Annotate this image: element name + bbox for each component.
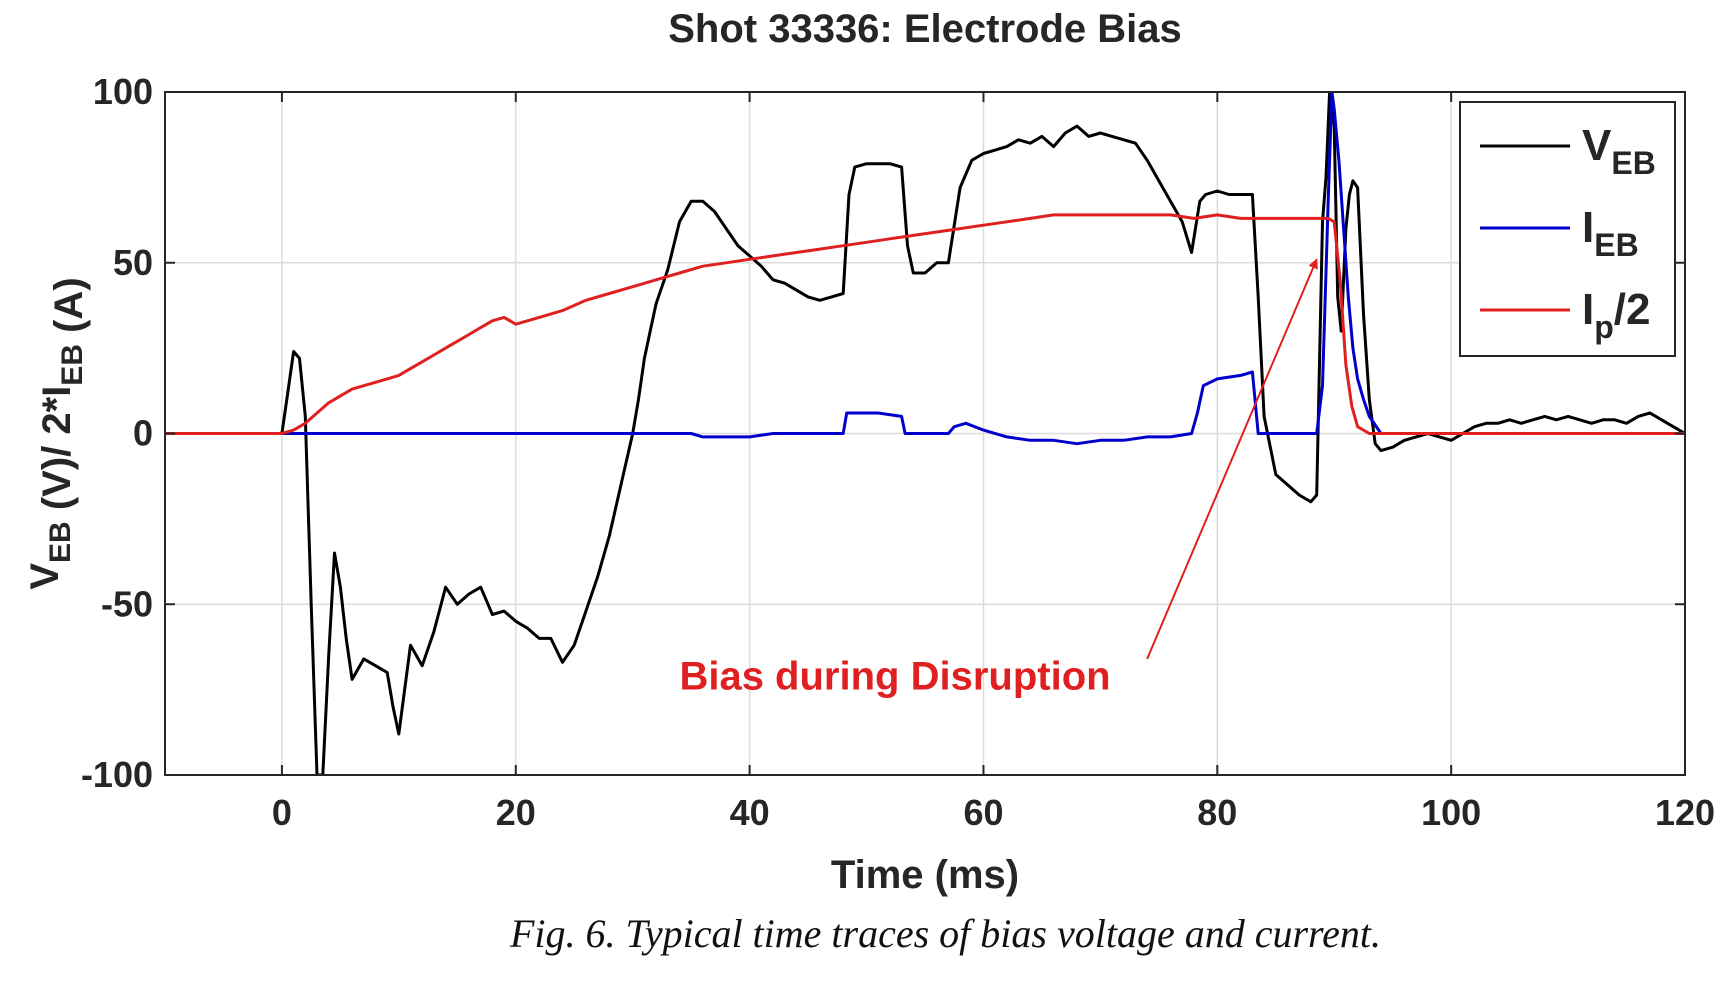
y-tick-label: -100 bbox=[81, 754, 153, 795]
series-line-ieb bbox=[165, 92, 1685, 446]
legend-label-subscript: p bbox=[1594, 309, 1614, 345]
x-axis-label: Time (ms) bbox=[831, 853, 1019, 897]
legend-label-veb: VEB bbox=[1582, 121, 1656, 181]
x-tick-label: 40 bbox=[730, 792, 770, 833]
x-tick-label: 120 bbox=[1655, 792, 1715, 833]
x-tick-label: 60 bbox=[963, 792, 1003, 833]
legend-label-main: I bbox=[1582, 203, 1594, 252]
y-tick-label: 50 bbox=[113, 242, 153, 283]
legend-label-subscript: EB bbox=[1594, 227, 1638, 263]
y-tick-label: -50 bbox=[101, 583, 153, 624]
x-tick-label: 80 bbox=[1197, 792, 1237, 833]
y-axis-label-subscript: EB bbox=[44, 521, 77, 563]
figure-caption: Fig. 6. Typical time traces of bias volt… bbox=[510, 911, 1381, 956]
y-axis-label-part: (A) bbox=[47, 277, 91, 344]
legend-label-ieb: IEB bbox=[1582, 203, 1639, 263]
x-tick-label: 0 bbox=[272, 792, 292, 833]
x-tick-label: 100 bbox=[1421, 792, 1481, 833]
chart-svg: 0 20 40 60 80 100 120 -100 -50 0 50 100 Shot 33336: … bbox=[23, 7, 1715, 897]
series-line-ip2 bbox=[165, 213, 1685, 435]
y-tick-label: 100 bbox=[93, 71, 153, 112]
x-tick-label: 20 bbox=[496, 792, 536, 833]
annotation-text: Bias during Disruption bbox=[679, 655, 1110, 699]
series-group bbox=[165, 92, 1685, 775]
y-axis-label-subscript: EB bbox=[56, 344, 89, 386]
y-axis-label-part: (V)/ 2*I bbox=[35, 386, 79, 522]
legend-label-ip2: Ip/2 bbox=[1582, 285, 1650, 345]
annotation-arrow bbox=[1146, 258, 1318, 660]
legend-label-subscript: EB bbox=[1611, 145, 1655, 181]
y-axis-label: VEB (V)/ 2*IEB (A) bbox=[23, 277, 91, 589]
legend-label-rest: /2 bbox=[1614, 285, 1651, 334]
legend-label-main: I bbox=[1582, 285, 1594, 334]
chart-title: Shot 33336: Electrode Bias bbox=[668, 7, 1182, 51]
series-line-veb bbox=[165, 92, 1685, 775]
legend-label-main: V bbox=[1582, 121, 1612, 170]
y-axis-label-part: V bbox=[23, 563, 67, 590]
y-tick-label: 0 bbox=[133, 413, 153, 454]
